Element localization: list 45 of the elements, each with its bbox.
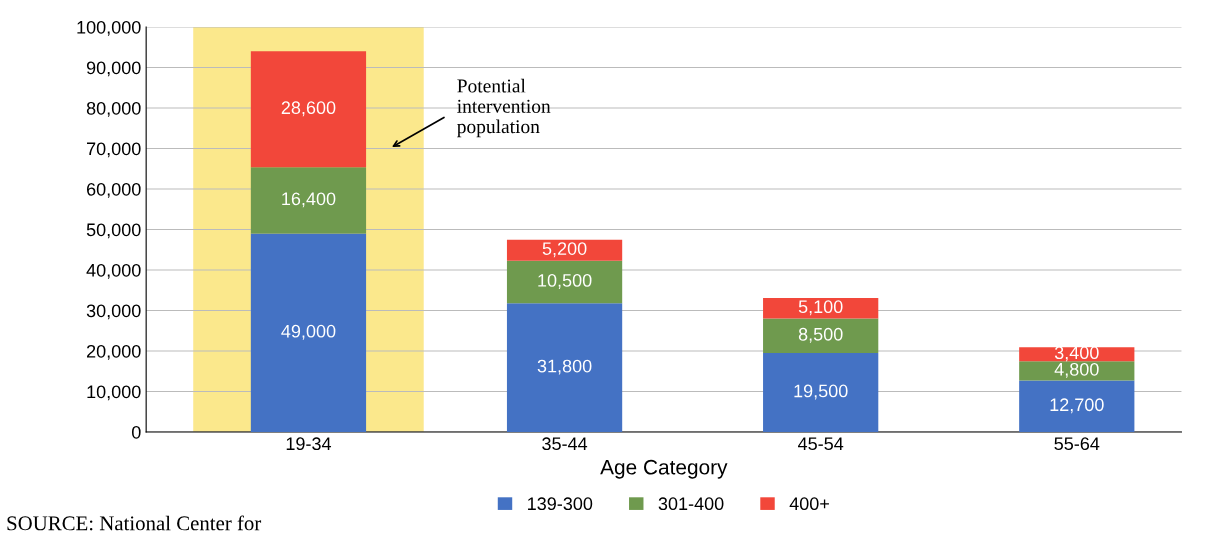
bar <box>506 303 623 432</box>
data-label: 5,100 <box>798 300 843 316</box>
bar <box>250 51 367 168</box>
y-tick-label: 60,000 <box>87 182 141 198</box>
y-tick-label: 20,000 <box>86 344 141 360</box>
data-label: 4,800 <box>1054 362 1099 378</box>
data-label: 49,000 <box>281 324 336 340</box>
data-label: 5,200 <box>542 242 587 258</box>
bar <box>1019 361 1135 381</box>
y-tick-label: 70,000 <box>87 142 141 158</box>
bar <box>506 239 623 261</box>
data-label: 28,600 <box>281 101 336 117</box>
data-label: 19,500 <box>794 384 848 400</box>
data-label: 12,700 <box>1050 398 1104 414</box>
data-label: 16,400 <box>282 192 336 208</box>
data-label: 31,800 <box>537 359 592 375</box>
y-tick-label: 40,000 <box>86 263 141 279</box>
y-tick-label: 90,000 <box>86 61 141 77</box>
bar <box>506 260 623 304</box>
y-tick-label: 10,000 <box>87 385 141 401</box>
data-label: 8,500 <box>798 327 843 343</box>
data-label: 10,500 <box>538 274 592 289</box>
bar <box>763 297 879 319</box>
x-tick-label: 35-44 <box>542 437 588 451</box>
y-tick-label: 80,000 <box>86 101 141 117</box>
source-note: SOURCE: National Center for <box>7 515 262 531</box>
annotation: Potential intervention population <box>457 78 551 138</box>
x-tick-label: 19-34 <box>286 437 332 451</box>
y-tick-label: 30,000 <box>86 304 141 320</box>
y-tick-label: 50,000 <box>86 223 141 239</box>
x-tick-label: 45-54 <box>798 437 844 451</box>
data-label: 3,400 <box>1054 346 1099 362</box>
y-tick-label: 0 <box>131 425 141 439</box>
x-axis-title: Age Category <box>600 459 728 479</box>
bar <box>763 353 879 432</box>
y-tick-label: 100,000 <box>77 20 141 36</box>
bar <box>250 233 367 432</box>
x-tick-label: 55-64 <box>1054 437 1100 451</box>
bar <box>1019 347 1135 362</box>
legend-label: 139-300 <box>528 497 593 511</box>
bar <box>250 167 367 234</box>
bar <box>763 318 879 354</box>
legend-label: 301-400 <box>658 497 724 511</box>
bar <box>1019 380 1135 432</box>
legend-label: 400+ <box>789 497 829 511</box>
